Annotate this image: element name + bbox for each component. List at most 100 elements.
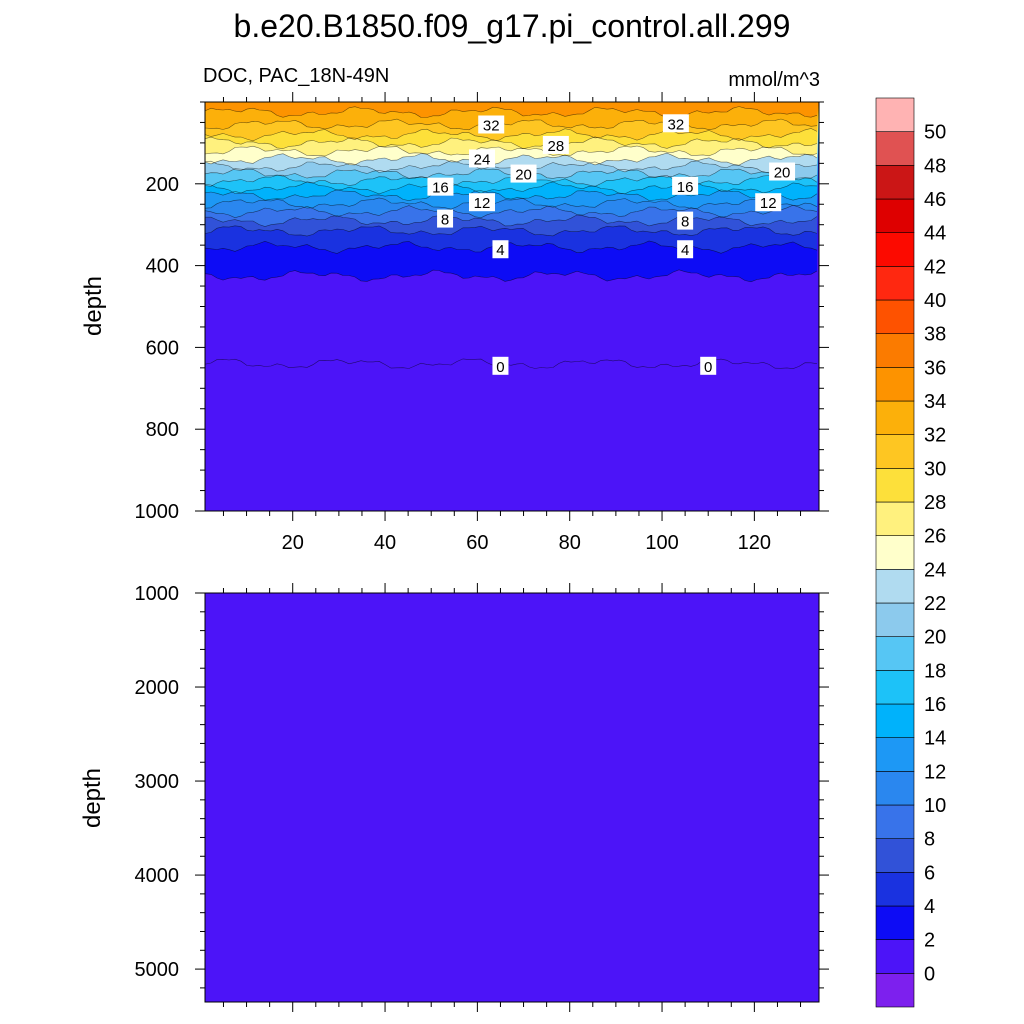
contour-label: 12 — [468, 193, 495, 212]
colorbar-swatch — [875, 232, 915, 267]
colorbar-label: 38 — [924, 324, 946, 346]
colorbar-label: 24 — [924, 559, 946, 581]
chart-title: b.e20.B1850.f09_g17.pi_control.all.299 — [234, 8, 791, 44]
svg-text:0: 0 — [704, 359, 712, 376]
contour-line-12 — [205, 197, 818, 210]
y-tick-label: 400 — [146, 256, 179, 278]
colorbar-swatch — [875, 97, 915, 132]
colorbar-swatch — [875, 670, 915, 705]
contour-label: 28 — [542, 135, 569, 155]
svg-text:8: 8 — [681, 214, 689, 231]
colorbar-swatch — [875, 939, 915, 974]
svg-text:12: 12 — [474, 195, 491, 212]
y-tick-label: 200 — [146, 174, 179, 196]
contour-label: 20 — [769, 162, 796, 182]
svg-text:28: 28 — [548, 138, 565, 155]
colorbar-swatch — [875, 804, 915, 839]
svg-text:32: 32 — [483, 117, 500, 134]
contour-band-deep-lower — [205, 593, 819, 1002]
contour-line-14 — [205, 189, 818, 202]
svg-text:20: 20 — [515, 167, 532, 184]
colorbar-label: 14 — [924, 728, 946, 750]
colorbar-label: 34 — [924, 391, 946, 413]
y-tick-label: 1000 — [135, 501, 180, 523]
x-tick-label: 60 — [466, 532, 488, 554]
x-tick-label: 120 — [738, 532, 771, 554]
contour-line-8 — [205, 214, 818, 227]
contour-label: 0 — [492, 356, 509, 376]
svg-text:32: 32 — [668, 116, 685, 133]
contour-line-6 — [205, 225, 818, 237]
y-tick-label: 4000 — [135, 865, 180, 887]
colorbar-label: 0 — [924, 963, 935, 985]
contour-label: 4 — [677, 240, 694, 259]
colorbar-label: 20 — [924, 627, 946, 649]
colorbar-label: 6 — [924, 862, 935, 884]
y-tick-label: 2000 — [135, 677, 180, 699]
contour-label: 0 — [700, 356, 717, 376]
colorbar-swatch — [875, 131, 915, 166]
contour-label: 16 — [672, 176, 699, 196]
svg-text:24: 24 — [474, 151, 491, 168]
colorbar-swatch — [875, 535, 915, 570]
colorbar-label: 2 — [924, 930, 935, 952]
contour-line-32 — [205, 118, 818, 131]
colorbar-label: 32 — [924, 425, 946, 447]
y-tick-label: 800 — [146, 419, 179, 441]
lower-panel: 1000 2000 3000 4000 5000 — [135, 583, 829, 1012]
y-axis-label-lower: depth — [79, 768, 106, 828]
contour-label: 4 — [492, 240, 509, 259]
colorbar-swatch — [875, 602, 915, 637]
contour-band-34 — [205, 102, 819, 118]
colorbar-label: 12 — [924, 761, 946, 783]
contour-label: 20 — [510, 164, 537, 184]
svg-text:20: 20 — [774, 165, 791, 182]
svg-text:16: 16 — [677, 179, 694, 196]
plot-frame — [204, 592, 820, 1003]
colorbar-label: 16 — [924, 694, 946, 716]
contour-line-30 — [205, 128, 818, 142]
y-tick-label: 3000 — [135, 771, 180, 793]
colorbar-label: 36 — [924, 357, 946, 379]
colorbar-swatch — [875, 872, 915, 907]
contour-line-24 — [205, 152, 818, 166]
colorbar-swatch — [875, 333, 915, 368]
contour-line-2 — [205, 269, 818, 283]
colorbar-label: 30 — [924, 458, 946, 480]
svg-text:12: 12 — [760, 195, 777, 212]
contour-label: 8 — [437, 209, 454, 229]
y-tick-label: 600 — [146, 337, 179, 359]
colorbar-label: 40 — [924, 290, 946, 312]
colorbar-swatch — [875, 973, 915, 1008]
colorbar-label: 28 — [924, 492, 946, 514]
contour-line-10 — [205, 204, 818, 219]
chart-units: mmol/m^3 — [728, 69, 820, 91]
colorbar-label: 26 — [924, 526, 946, 548]
x-tick-label: 80 — [559, 532, 581, 554]
svg-text:8: 8 — [441, 212, 449, 229]
y-axis-label-upper: depth — [80, 276, 107, 336]
colorbar-label: 44 — [924, 223, 946, 245]
colorbar-swatch — [875, 434, 915, 469]
contour-line-26 — [205, 145, 818, 157]
colorbar-swatch — [875, 198, 915, 233]
colorbar-swatch — [875, 468, 915, 503]
svg-text:16: 16 — [432, 180, 449, 197]
svg-text:4: 4 — [681, 242, 689, 259]
contour-line-34 — [205, 106, 818, 119]
contour-line-4 — [205, 240, 818, 254]
colorbar-label: 50 — [924, 122, 946, 144]
contour-label: 8 — [677, 211, 694, 231]
colorbar-swatch — [875, 737, 915, 772]
colorbar-swatch — [875, 905, 915, 940]
colorbar-swatch — [875, 569, 915, 604]
contour-label: 32 — [478, 115, 505, 134]
colorbar-swatch — [875, 838, 915, 873]
colorbar-label: 46 — [924, 189, 946, 211]
colorbar-swatch — [875, 771, 915, 806]
colorbar-label: 4 — [924, 896, 935, 918]
colorbar-swatch — [875, 636, 915, 671]
colorbar-label: 42 — [924, 256, 946, 278]
